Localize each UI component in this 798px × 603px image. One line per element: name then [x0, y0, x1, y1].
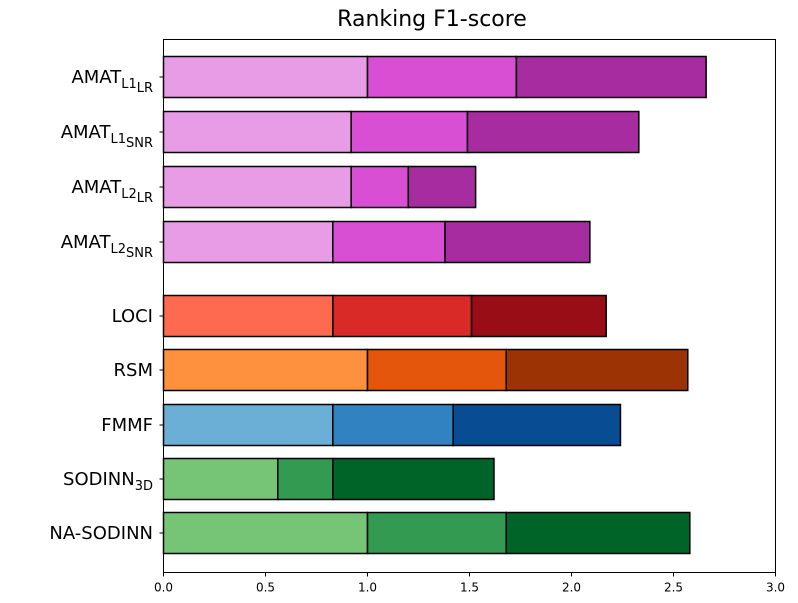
bar-segment-7-1: [276, 457, 334, 501]
bar-segment-8-1: [366, 511, 507, 555]
x-tick-label-4: 2.0: [562, 581, 581, 595]
bar-segment-2-1: [350, 165, 410, 209]
bar-segment-8-0: [162, 511, 369, 555]
bar-segment-3-2: [444, 220, 591, 264]
x-tick-label-2: 1.0: [358, 581, 377, 595]
bar-segment-7-2: [332, 457, 495, 501]
bar-segment-7-0: [162, 457, 279, 501]
x-tick-label-3: 1.5: [460, 581, 479, 595]
y-axis: AMATL1LR AMATL1SNR AMATL2LR AMATL2SNR LOCI RS…: [49, 67, 164, 544]
bar-segment-3-0: [162, 220, 334, 264]
bar-segment-2-0: [162, 165, 352, 209]
category-label-5: RSM: [114, 360, 153, 381]
bar-segment-3-1: [332, 220, 446, 264]
bar-segment-0-0: [162, 55, 369, 99]
category-label-3: AMATL2SNR: [61, 232, 153, 261]
category-label-0: AMATL1LR: [71, 67, 153, 96]
bar-segment-4-2: [470, 294, 607, 338]
bar-segment-5-1: [366, 348, 507, 392]
bar-segment-4-1: [332, 294, 473, 338]
category-label-1: AMATL1SNR: [61, 122, 153, 151]
bar-segment-1-1: [350, 110, 469, 154]
bar-segment-6-2: [452, 403, 622, 447]
x-tick-label-5: 2.5: [664, 581, 683, 595]
category-label-7: SODINN3D: [63, 469, 153, 494]
bar-segment-0-1: [366, 55, 518, 99]
x-tick-label-1: 0.5: [256, 581, 275, 595]
bar-segment-6-1: [332, 403, 454, 447]
bar-segment-1-0: [162, 110, 352, 154]
bars-layer: [162, 55, 707, 555]
category-label-6: FMMF: [101, 415, 153, 436]
x-tick-label-0: 0.0: [154, 581, 173, 595]
bar-segment-4-0: [162, 294, 334, 338]
bar-segment-1-2: [466, 110, 640, 154]
category-label-2: AMATL2LR: [71, 177, 153, 206]
category-label-4: LOCI: [112, 306, 153, 327]
bar-segment-2-2: [407, 165, 477, 209]
bar-segment-0-2: [515, 55, 707, 99]
chart-title: Ranking F1-score: [337, 7, 527, 32]
x-axis: 0.0 0.5 1.0 1.5 2.0 2.5 3.0: [154, 572, 785, 595]
bar-segment-5-0: [162, 348, 369, 392]
bar-segment-5-2: [505, 348, 689, 392]
category-label-8: NA-SODINN: [49, 523, 153, 544]
bar-segment-6-0: [162, 403, 334, 447]
bar-segment-8-2: [505, 511, 691, 555]
x-tick-label-6: 3.0: [766, 581, 785, 595]
